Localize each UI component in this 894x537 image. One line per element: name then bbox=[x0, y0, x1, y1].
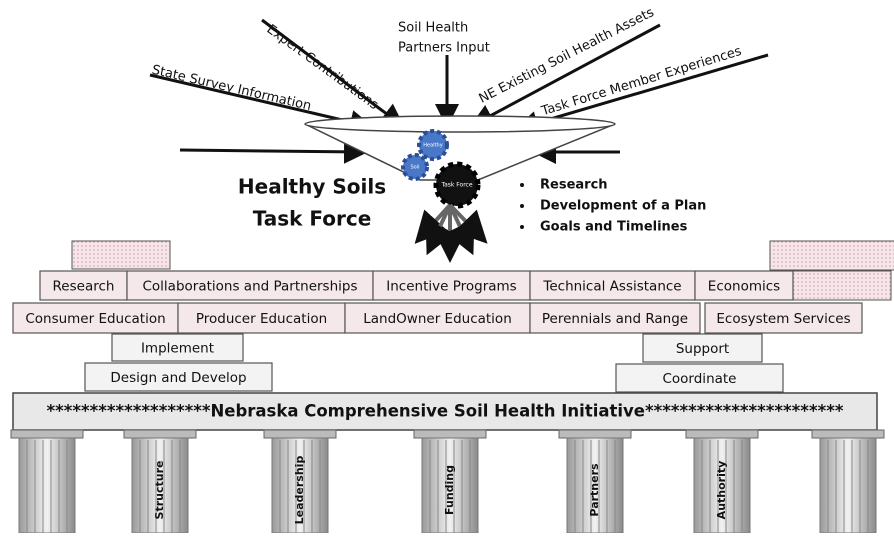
brick-label: Ecosystem Services bbox=[716, 311, 850, 327]
brick-box bbox=[704, 302, 863, 334]
pillar-cap bbox=[123, 429, 197, 439]
empty-brick bbox=[769, 240, 894, 271]
pillar-label: Leadership bbox=[293, 456, 306, 525]
output-item: Goals and Timelines bbox=[540, 220, 688, 235]
title: Task Force bbox=[253, 207, 372, 231]
pillars: Structure Leadership Funding Partners Author… bbox=[10, 429, 885, 534]
pillar-cap bbox=[10, 429, 84, 439]
gear-label: Healthy bbox=[423, 143, 442, 149]
gear-label: Task Force bbox=[440, 182, 472, 189]
brick-label: Research bbox=[53, 279, 115, 295]
brick-box bbox=[615, 363, 784, 393]
brick-label: Producer Education bbox=[196, 311, 327, 327]
input-label: Soil Health bbox=[398, 21, 468, 36]
pillar-cap bbox=[811, 429, 885, 439]
funnel-rim bbox=[304, 115, 616, 133]
brick-box bbox=[372, 270, 531, 301]
empty-brick bbox=[792, 270, 892, 301]
gear-label: Soil bbox=[410, 165, 419, 171]
input-label: State Survey Information bbox=[150, 63, 312, 114]
banner: *******************Nebraska Comprehensiv… bbox=[47, 402, 844, 421]
brick-label: Economics bbox=[708, 279, 780, 295]
output-list: Research Development of a Plan Goals and… bbox=[520, 178, 706, 235]
brick-box bbox=[84, 362, 273, 392]
brick-label: Perennials and Range bbox=[542, 311, 688, 327]
pillar bbox=[131, 437, 189, 534]
input-arrows bbox=[149, 18, 769, 164]
pillar-cap bbox=[685, 429, 759, 439]
brick-label: Collaborations and Partnerships bbox=[143, 279, 358, 295]
pillar-cap bbox=[413, 429, 487, 439]
brick-box bbox=[177, 302, 346, 334]
brick-label: LandOwner Education bbox=[363, 311, 512, 327]
brick-label: Coordinate bbox=[662, 371, 736, 387]
brick-label: Technical Assistance bbox=[542, 279, 681, 295]
banner-box bbox=[12, 392, 878, 431]
gear bbox=[417, 129, 449, 161]
brick-label: Support bbox=[676, 341, 729, 357]
brick-box bbox=[344, 302, 531, 334]
pillar bbox=[819, 437, 877, 534]
brick-label: Implement bbox=[141, 341, 214, 357]
brick-box bbox=[126, 270, 374, 301]
pillar-cap bbox=[558, 429, 632, 439]
output-arrows bbox=[414, 203, 488, 263]
pillar-label: Funding bbox=[443, 465, 456, 515]
pillar bbox=[693, 437, 751, 534]
brick-box bbox=[642, 333, 763, 363]
brick-box bbox=[12, 302, 179, 334]
gear bbox=[433, 161, 481, 209]
output-item: Research bbox=[540, 178, 608, 193]
gear bbox=[401, 153, 429, 181]
output-item: Development of a Plan bbox=[540, 199, 706, 214]
bricks: Research Collaborations and Partnerships I… bbox=[12, 270, 863, 393]
pillar bbox=[271, 437, 329, 534]
input-label: Partners Input bbox=[398, 41, 490, 56]
brick-box bbox=[694, 270, 794, 301]
empty-brick bbox=[71, 240, 171, 270]
pillar bbox=[18, 437, 76, 534]
pillar-cap bbox=[263, 429, 337, 439]
brick-box bbox=[529, 302, 701, 334]
brick-box bbox=[111, 333, 244, 362]
pillar-label: Authority bbox=[715, 461, 728, 520]
pillar bbox=[566, 437, 624, 534]
brick-label: Design and Develop bbox=[110, 370, 246, 386]
title: Healthy Soils bbox=[238, 175, 386, 199]
brick-label: Consumer Education bbox=[25, 311, 165, 327]
pillar-label: Partners bbox=[588, 463, 601, 517]
brick-box bbox=[529, 270, 696, 301]
brick-label: Incentive Programs bbox=[386, 279, 516, 295]
pillar-label: Structure bbox=[153, 461, 166, 520]
